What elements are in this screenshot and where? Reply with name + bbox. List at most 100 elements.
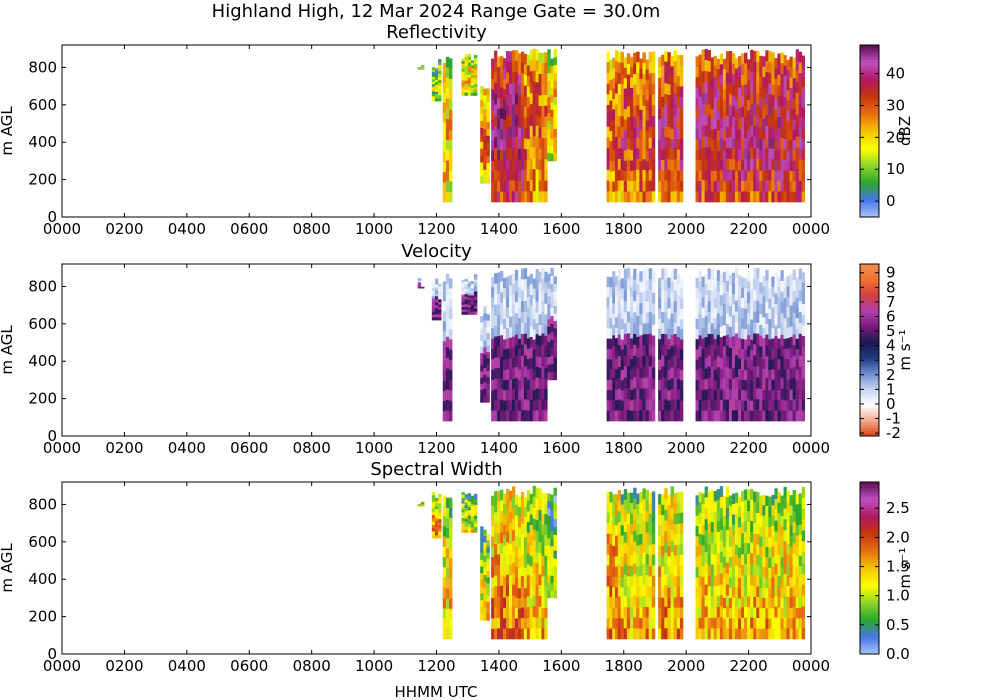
echo-cell bbox=[526, 564, 531, 576]
echo-cell bbox=[771, 137, 775, 149]
echo-cell bbox=[639, 324, 643, 336]
echo-cell bbox=[738, 149, 742, 161]
echo-cell bbox=[620, 84, 625, 96]
echo-cell bbox=[725, 180, 730, 192]
echo-cell bbox=[434, 293, 439, 297]
echo-cell bbox=[759, 536, 763, 548]
colorbar-cell bbox=[860, 188, 879, 192]
echo-cell bbox=[633, 106, 637, 118]
echo-cell bbox=[780, 505, 784, 517]
echo-cell bbox=[780, 628, 784, 640]
echo-cell bbox=[719, 295, 724, 306]
echo-cell bbox=[716, 489, 721, 501]
echo-cell bbox=[750, 60, 754, 72]
echo-cell bbox=[667, 390, 671, 401]
echo-cell bbox=[461, 492, 465, 496]
echo-cell bbox=[801, 399, 806, 411]
y-tick-label: 0 bbox=[47, 645, 57, 663]
echo-cell bbox=[762, 505, 766, 516]
echo-cell bbox=[633, 344, 637, 357]
echo-cell bbox=[798, 62, 803, 74]
echo-cell bbox=[701, 535, 705, 546]
echo-cell bbox=[503, 318, 507, 330]
echo-cell bbox=[550, 546, 554, 554]
echo-cell bbox=[480, 606, 484, 614]
echo-cell bbox=[612, 346, 616, 358]
echo-cell bbox=[731, 545, 736, 557]
echo-cell bbox=[434, 311, 439, 315]
echo-cell bbox=[617, 159, 621, 171]
echo-cell bbox=[445, 129, 450, 141]
echo-cell bbox=[483, 333, 487, 341]
echo-cell bbox=[738, 108, 742, 119]
echo-cell bbox=[756, 607, 760, 619]
echo-cell bbox=[765, 269, 769, 281]
echo-cell bbox=[448, 89, 453, 100]
echo-cell bbox=[506, 531, 510, 543]
echo-cell bbox=[753, 322, 757, 334]
echo-cell bbox=[734, 492, 739, 504]
echo-cell bbox=[664, 628, 668, 640]
echo-cell bbox=[753, 565, 757, 577]
echo-cell bbox=[701, 545, 705, 557]
echo-cell bbox=[541, 84, 545, 96]
echo-cell bbox=[438, 309, 442, 313]
echo-cell bbox=[722, 335, 727, 347]
echo-cell bbox=[448, 99, 453, 110]
echo-cell bbox=[517, 400, 522, 412]
echo-cell bbox=[661, 54, 665, 66]
echo-cell bbox=[651, 607, 656, 619]
echo-cell bbox=[420, 504, 425, 506]
echo-cell bbox=[713, 617, 718, 629]
echo-cell bbox=[620, 349, 625, 361]
echo-cell bbox=[728, 316, 733, 328]
echo-cell bbox=[467, 285, 472, 289]
x-tick-label: 0600 bbox=[230, 439, 268, 457]
echo-cell bbox=[517, 527, 522, 538]
echo-cell bbox=[520, 137, 525, 149]
echo-cell bbox=[434, 497, 439, 501]
echo-cell bbox=[431, 86, 436, 90]
echo-cell bbox=[535, 410, 539, 422]
echo-cell bbox=[541, 618, 545, 629]
echo-cell bbox=[467, 92, 472, 96]
echo-cell bbox=[633, 312, 637, 324]
echo-cell bbox=[747, 543, 751, 555]
echo-cell bbox=[633, 301, 637, 313]
echo-cell bbox=[612, 367, 616, 379]
echo-cell bbox=[633, 95, 637, 107]
echo-cell bbox=[535, 541, 539, 553]
echo-cell bbox=[445, 568, 450, 579]
echo-cell bbox=[768, 547, 772, 558]
echo-cell bbox=[503, 160, 507, 172]
echo-cell bbox=[508, 400, 513, 411]
echo-cell bbox=[738, 181, 742, 192]
echo-cell bbox=[615, 136, 619, 149]
echo-cell bbox=[494, 158, 498, 170]
colorbar-cell bbox=[860, 393, 879, 397]
echo-cell bbox=[461, 506, 465, 510]
echo-cell bbox=[612, 525, 616, 536]
echo-cell bbox=[623, 521, 628, 533]
echo-cell bbox=[658, 535, 662, 547]
echo-cell bbox=[503, 359, 507, 371]
echo-cell bbox=[606, 338, 610, 350]
echo-cell bbox=[550, 553, 554, 562]
echo-cell bbox=[626, 170, 631, 182]
echo-cell bbox=[716, 110, 721, 121]
echo-cell bbox=[725, 562, 730, 574]
echo-cell bbox=[661, 268, 665, 280]
echo-cell bbox=[722, 89, 727, 101]
echo-cell bbox=[701, 180, 705, 192]
echo-cell bbox=[532, 380, 536, 391]
echo-cell bbox=[741, 277, 745, 288]
echo-cell bbox=[753, 289, 757, 301]
echo-cell bbox=[664, 180, 668, 192]
echo-cell bbox=[661, 504, 665, 516]
echo-cell bbox=[734, 377, 739, 389]
echo-cell bbox=[626, 159, 631, 171]
echo-cell bbox=[497, 346, 501, 358]
echo-cell bbox=[792, 521, 796, 533]
echo-cell bbox=[442, 587, 447, 599]
echo-cell bbox=[529, 597, 533, 609]
